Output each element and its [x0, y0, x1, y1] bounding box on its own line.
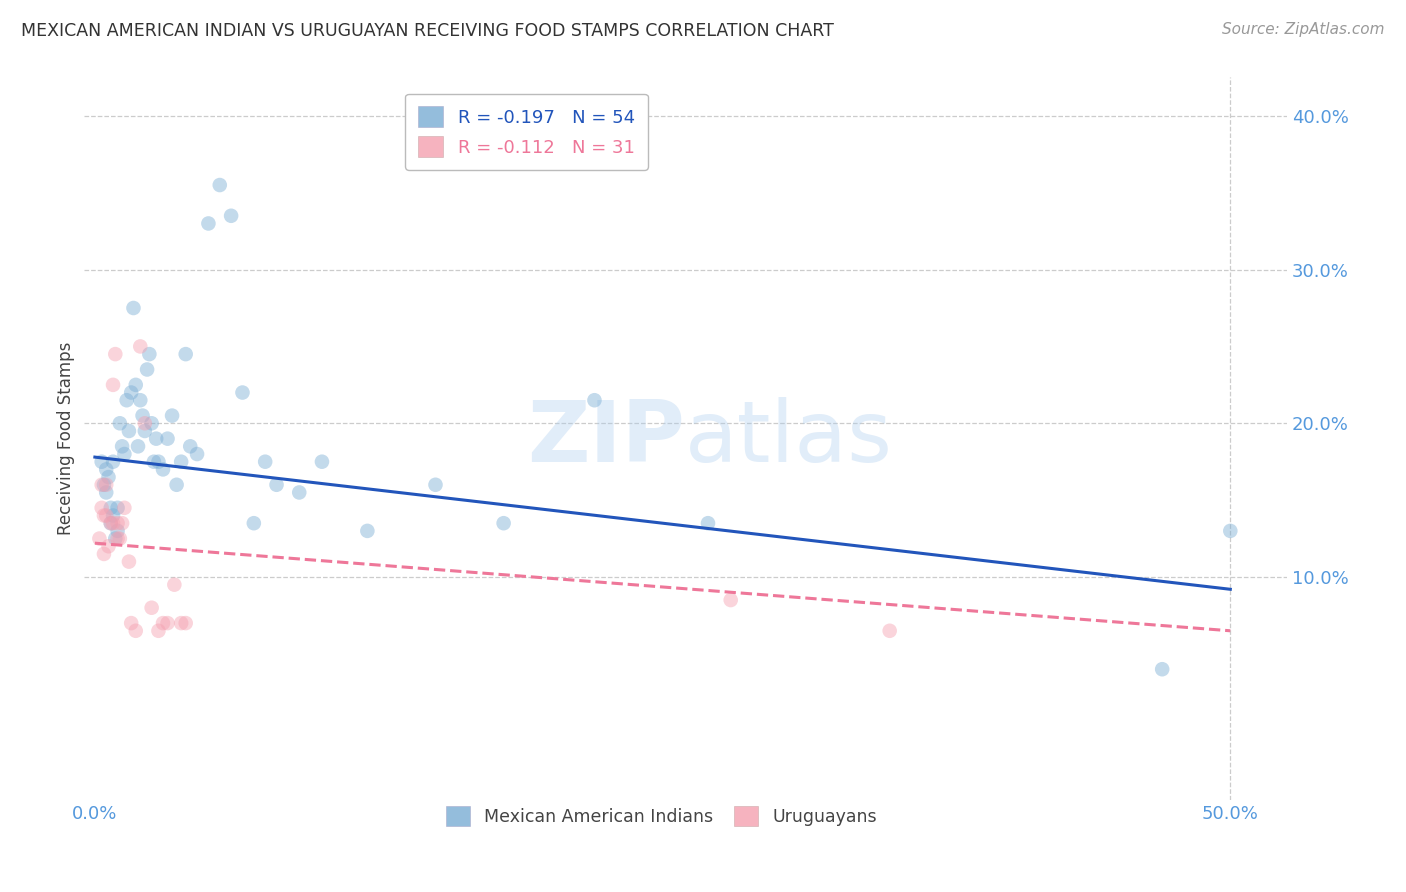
Point [148, 455, 170, 469]
Point [100, 516, 122, 531]
Point [583, 393, 606, 408]
Point [160, 409, 183, 423]
Text: ZIP: ZIP [527, 397, 685, 480]
Point [163, 577, 186, 591]
Point [152, 616, 174, 631]
Point [288, 485, 311, 500]
Point [104, 347, 127, 361]
Point [131, 409, 153, 423]
Point [101, 516, 124, 531]
Y-axis label: Receiving Food Stamps: Receiving Food Stamps [58, 342, 75, 535]
Point [118, 424, 141, 438]
Point [107, 524, 129, 538]
Point [148, 624, 170, 638]
Point [219, 209, 242, 223]
Point [108, 417, 131, 431]
Point [170, 616, 193, 631]
Point [90, 455, 112, 469]
Point [120, 616, 142, 631]
Point [96, 508, 118, 523]
Point [141, 417, 163, 431]
Point [254, 455, 277, 469]
Point [111, 439, 134, 453]
Point [120, 385, 142, 400]
Point [179, 439, 201, 453]
Point [107, 516, 129, 531]
Point [125, 377, 148, 392]
Point [122, 301, 145, 315]
Point [311, 455, 333, 469]
Point [170, 455, 193, 469]
Point [142, 455, 165, 469]
Point [100, 516, 122, 531]
Point [93, 547, 115, 561]
Point [125, 624, 148, 638]
Point [112, 447, 135, 461]
Point [152, 462, 174, 476]
Point [96, 477, 118, 491]
Point [720, 593, 742, 607]
Point [93, 508, 115, 523]
Point [101, 377, 124, 392]
Point [266, 477, 288, 491]
Point [492, 516, 515, 531]
Point [156, 616, 179, 631]
Point [134, 417, 156, 431]
Point [879, 624, 901, 638]
Point [118, 555, 141, 569]
Point [129, 393, 152, 408]
Point [90, 500, 112, 515]
Point [104, 532, 127, 546]
Point [425, 477, 447, 491]
Text: MEXICAN AMERICAN INDIAN VS URUGUAYAN RECEIVING FOOD STAMPS CORRELATION CHART: MEXICAN AMERICAN INDIAN VS URUGUAYAN REC… [21, 22, 834, 40]
Point [186, 447, 208, 461]
Point [136, 362, 159, 376]
Point [127, 439, 149, 453]
Point [243, 516, 266, 531]
Point [141, 600, 163, 615]
Point [208, 178, 231, 192]
Point [89, 532, 111, 546]
Point [145, 432, 167, 446]
Point [108, 532, 131, 546]
Point [115, 393, 138, 408]
Point [97, 470, 120, 484]
Point [1219, 524, 1241, 538]
Point [101, 508, 124, 523]
Point [100, 500, 122, 515]
Point [129, 339, 152, 353]
Point [231, 385, 253, 400]
Point [174, 347, 197, 361]
Point [107, 500, 129, 515]
Point [138, 347, 160, 361]
Point [96, 485, 118, 500]
Point [356, 524, 378, 538]
Point [156, 432, 179, 446]
Point [111, 516, 134, 531]
Point [112, 500, 135, 515]
Point [90, 477, 112, 491]
Point [93, 477, 115, 491]
Text: Source: ZipAtlas.com: Source: ZipAtlas.com [1222, 22, 1385, 37]
Point [97, 539, 120, 553]
Text: atlas: atlas [685, 397, 893, 480]
Point [174, 616, 197, 631]
Point [101, 455, 124, 469]
Point [697, 516, 720, 531]
Point [96, 462, 118, 476]
Point [107, 532, 129, 546]
Point [134, 424, 156, 438]
Point [166, 477, 188, 491]
Point [1152, 662, 1174, 676]
Point [197, 217, 219, 231]
Legend: Mexican American Indians, Uruguayans: Mexican American Indians, Uruguayans [437, 797, 886, 835]
